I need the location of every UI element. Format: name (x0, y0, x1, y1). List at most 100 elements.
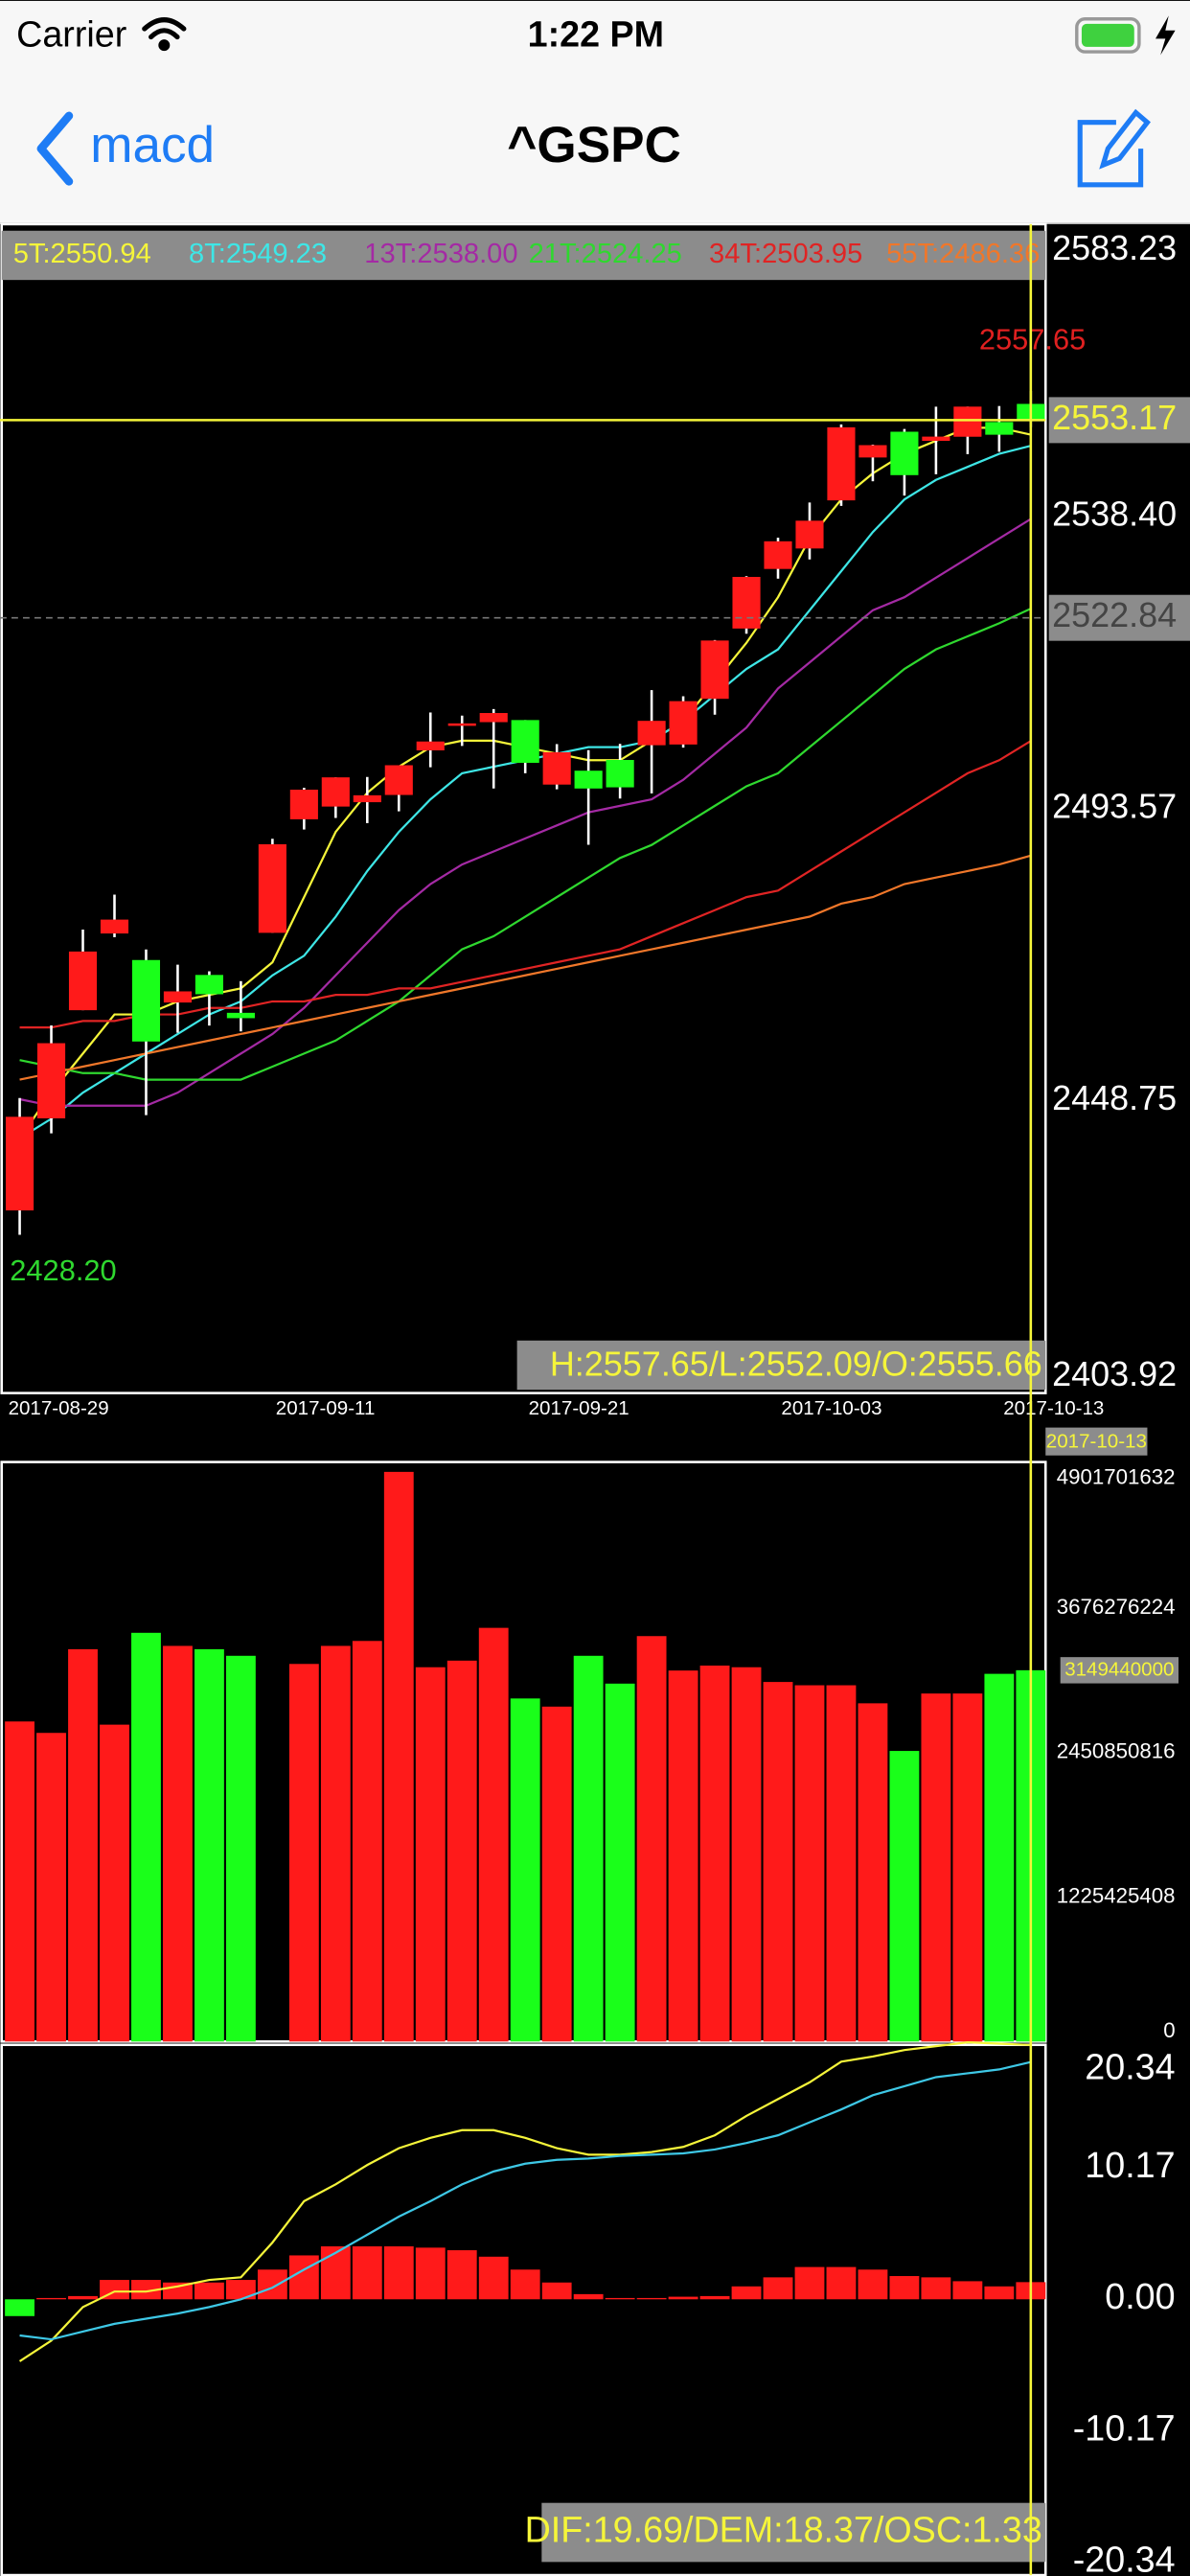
volume-bar (699, 1666, 730, 2042)
candle-body (511, 720, 539, 763)
candle-body (542, 751, 571, 785)
x-tick-label: 2017-10-13 (1003, 1397, 1104, 1419)
price-panel (0, 222, 1047, 1394)
legend-entry: 55T:2486.36 (886, 239, 1040, 269)
ma-line (19, 608, 1032, 1081)
volume-bar (36, 1733, 66, 2042)
back-button[interactable]: macd (36, 111, 215, 186)
chart-bg (0, 223, 1190, 2576)
candle-body (258, 843, 286, 933)
volume-bar (794, 1685, 825, 2042)
volume-bar (573, 1655, 604, 2042)
legend-bg (1, 230, 1046, 281)
battery-icon (1075, 15, 1176, 56)
osc-bar (195, 2282, 224, 2300)
x-tick-label: 2017-10-03 (781, 1397, 881, 1419)
legend-entry: 21T:2524.25 (529, 239, 682, 269)
volume-bar (320, 1645, 351, 2042)
osc-bar (573, 2293, 604, 2300)
candle-body (321, 777, 350, 807)
y-tick-label: 4901701632 (1057, 1465, 1176, 1489)
osc-bar (68, 2295, 98, 2300)
osc-bar (383, 2246, 414, 2300)
legend-entry: 13T:2538.00 (364, 239, 517, 269)
osc-bar (257, 2269, 287, 2300)
volume-bar (510, 1698, 540, 2042)
osc-bar (36, 2297, 66, 2300)
osc-bar (5, 2299, 34, 2316)
osc-bar (320, 2246, 351, 2300)
y-tick-label: 0 (1163, 2018, 1175, 2042)
candle-body (226, 1012, 255, 1019)
macd-info-bg (541, 2502, 1046, 2563)
volume-bar (763, 1682, 793, 2042)
price-info: H:2557.65/L:2552.09/O:2555.66 (550, 1345, 1042, 1384)
osc-bar (889, 2276, 920, 2300)
volume-bar (826, 1685, 857, 2042)
y-tick-label: 2403.92 (1052, 1354, 1177, 1393)
candle-body (732, 576, 761, 629)
volume-bar (541, 1706, 572, 2042)
osc-bar (415, 2247, 446, 2300)
y-tick-label: -10.17 (1073, 2407, 1176, 2448)
candle-body (131, 959, 161, 1042)
volume-bar (984, 1673, 1015, 2042)
dem-line (19, 2060, 1032, 2341)
osc-bar (668, 2296, 698, 2300)
crosshair-volume-bg (1060, 1657, 1179, 1684)
crosshair-volume-label: 3149440000 (1064, 1658, 1174, 1680)
volume-bar (952, 1693, 983, 2042)
y-tick-label: -20.34 (1073, 2539, 1176, 2576)
candle-body (637, 721, 666, 746)
back-label[interactable]: macd (90, 117, 215, 173)
volume-bar (288, 1664, 319, 2042)
nav-title: ^GSPC (507, 117, 680, 173)
macd-panel (0, 2043, 1047, 2576)
edit-button[interactable] (1077, 108, 1151, 188)
volume-bar (415, 1667, 446, 2042)
ma-line (19, 518, 1032, 1107)
osc-bar (541, 2282, 572, 2300)
osc-bar (510, 2269, 540, 2300)
osc-bar (763, 2277, 793, 2300)
carrier: Carrier (16, 14, 126, 55)
legend-entry: 8T:2549.23 (189, 239, 327, 269)
candle-body (669, 701, 698, 745)
osc-bar (952, 2281, 983, 2300)
candle-body (353, 794, 381, 803)
candle-body (289, 790, 318, 819)
osc-bar (921, 2277, 951, 2300)
y-tick-label: 2448.75 (1052, 1078, 1177, 1117)
osc-bar (826, 2266, 857, 2300)
y-tick-label: 0.00 (1105, 2276, 1175, 2316)
candle-body (5, 1116, 34, 1211)
candle-body (36, 1043, 66, 1118)
candle-body (195, 975, 223, 995)
candle-body (479, 713, 508, 723)
candle-body (827, 426, 856, 501)
volume-bar (605, 1683, 635, 2042)
x-tick-label: 2017-09-11 (276, 1397, 376, 1419)
volume-bar (921, 1693, 951, 2042)
volume-bar (100, 1724, 129, 2042)
crosshair-price-label: 2522.84 (1052, 595, 1177, 634)
osc-bar (288, 2255, 319, 2300)
macd-info: DIF:19.69/DEM:18.37/OSC:1.33 (525, 2509, 1042, 2549)
x-tick-label: 2017-09-21 (529, 1397, 629, 1419)
y-tick-label: 1225425408 (1057, 1883, 1176, 1907)
candle-body (447, 723, 476, 726)
y-tick-label: 10.17 (1085, 2145, 1175, 2185)
volume-bar (889, 1751, 920, 2042)
crosshair-date: 2017-10-13 (1046, 1430, 1147, 1452)
volume-bar (446, 1660, 477, 2042)
y-tick-label: 2538.40 (1052, 494, 1177, 533)
candle-body (700, 640, 729, 700)
osc-bar (446, 2250, 477, 2300)
x-tick-label: 2017-08-29 (9, 1397, 109, 1419)
volume-bar (636, 1636, 667, 2042)
time: 1:22 PM (528, 14, 664, 55)
volume-bar (478, 1627, 509, 2042)
dif-line (18, 2040, 1031, 2362)
y-tick-label: 2450850816 (1057, 1739, 1176, 1763)
